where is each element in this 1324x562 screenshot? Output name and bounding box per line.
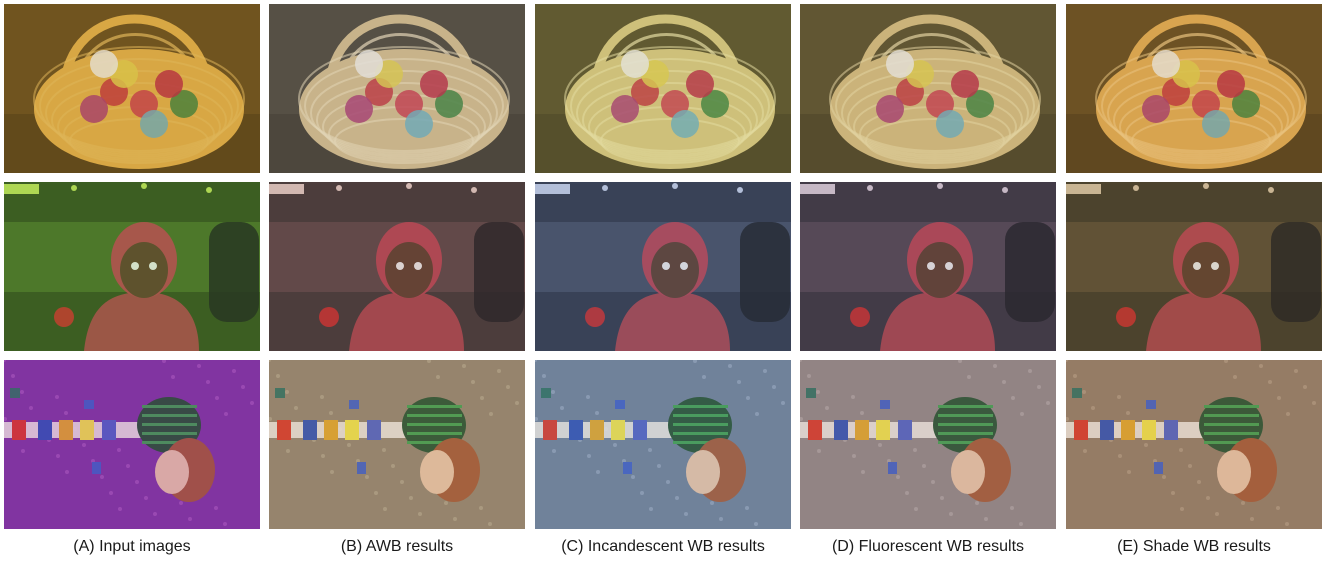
photo-basket-image: [1066, 4, 1322, 173]
photo-boy-col-5: [1066, 360, 1322, 529]
photo-girl-image: [800, 182, 1056, 351]
column-caption: (C) Incandescent WB results: [561, 538, 765, 555]
photo-girl-image: [269, 182, 525, 351]
photo-basket-image: [4, 4, 260, 173]
photo-basket-col-1: [4, 4, 260, 173]
photo-boy-image: [535, 360, 791, 529]
photo-boy-col-3: [535, 360, 791, 529]
photo-boy-image: [269, 360, 525, 529]
photo-boy-col-1: [4, 360, 260, 529]
photo-boy-col-4: [800, 360, 1056, 529]
photo-girl-col-2: [269, 182, 525, 351]
column-caption: (D) Fluorescent WB results: [831, 538, 1025, 555]
photo-girl-col-1: [4, 182, 260, 351]
photo-boy-image: [1066, 360, 1322, 529]
photo-basket-image: [800, 4, 1056, 173]
column-caption: (A) Input images: [73, 538, 191, 555]
photo-girl-col-3: [535, 182, 791, 351]
photo-girl-image: [4, 182, 260, 351]
photo-basket-col-3: [535, 4, 791, 173]
photo-girl-col-4: [800, 182, 1056, 351]
photo-girl-image: [535, 182, 791, 351]
photo-basket-image: [269, 4, 525, 173]
photo-basket-col-2: [269, 4, 525, 173]
photo-girl-col-5: [1066, 182, 1322, 351]
photo-boy-image: [4, 360, 260, 529]
photo-boy-col-2: [269, 360, 525, 529]
photo-basket-col-4: [800, 4, 1056, 173]
column-caption: (B) AWB results: [340, 538, 454, 555]
photo-basket-col-5: [1066, 4, 1322, 173]
column-caption: (E) Shade WB results: [1117, 538, 1271, 555]
photo-girl-image: [1066, 182, 1322, 351]
photo-boy-image: [800, 360, 1056, 529]
photo-basket-image: [535, 4, 791, 173]
